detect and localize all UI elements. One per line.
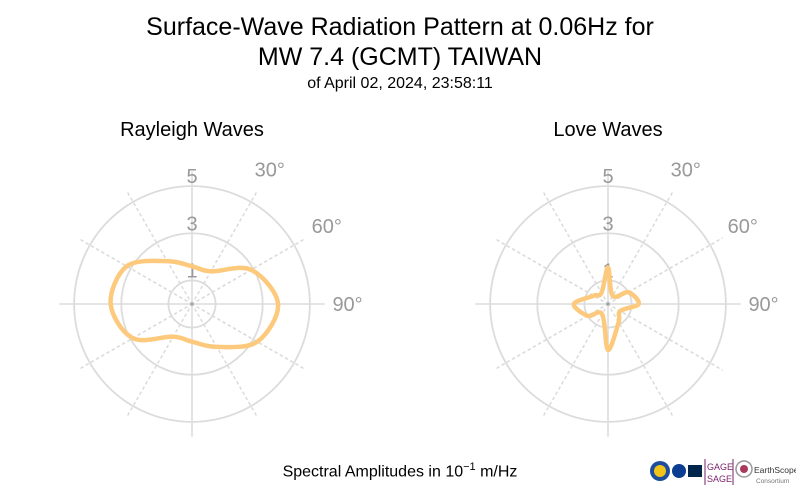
spoke-330-deg bbox=[541, 188, 609, 305]
angle-tick-label-30: 30° bbox=[671, 159, 701, 181]
units-suffix: m/Hz bbox=[475, 463, 518, 481]
center-dot bbox=[606, 302, 610, 306]
ring-1 bbox=[167, 279, 217, 329]
usgs-logo bbox=[688, 465, 702, 477]
radial-tick-label-3: 3 bbox=[602, 213, 613, 235]
consortium-logo-text: Consortium bbox=[756, 478, 789, 485]
spoke-150-deg bbox=[607, 303, 675, 420]
love-pattern-line bbox=[571, 265, 642, 353]
center-dot bbox=[190, 302, 194, 306]
units-prefix: Spectral Amplitudes in bbox=[282, 463, 446, 481]
spoke-120-deg bbox=[607, 303, 724, 371]
spoke-150-deg bbox=[191, 303, 259, 420]
angle-tick-label-60: 60° bbox=[728, 216, 758, 238]
units-exponent: −1 bbox=[463, 461, 476, 473]
ring-3 bbox=[120, 232, 264, 376]
ring-5 bbox=[489, 185, 727, 423]
angle-tick-label-90: 90° bbox=[332, 294, 362, 316]
rayleigh-panel-title: Rayleigh Waves bbox=[120, 119, 264, 141]
sponsor-logos: GAGE SAGE EarthScope Consortium bbox=[650, 459, 796, 485]
nsf-logo bbox=[650, 461, 670, 481]
earthscope-logo bbox=[735, 460, 753, 478]
chart-title-line1: Surface-Wave Radiation Pattern at 0.06Hz… bbox=[146, 13, 654, 41]
spoke-300-deg bbox=[492, 237, 609, 305]
spoke-300-deg bbox=[76, 237, 193, 305]
spoke-210-deg bbox=[125, 303, 193, 420]
sage-logo-text: SAGE bbox=[707, 474, 732, 484]
ring-3 bbox=[536, 232, 680, 376]
radial-tick-label-1: 1 bbox=[186, 260, 197, 282]
nasa-logo bbox=[672, 464, 686, 478]
spoke-60-deg bbox=[607, 237, 724, 305]
spoke-30-deg bbox=[191, 188, 259, 305]
ring-5 bbox=[73, 185, 311, 423]
love-panel-title: Love Waves bbox=[553, 119, 663, 141]
gage-logo-text: GAGE bbox=[707, 462, 733, 472]
spoke-30-deg bbox=[607, 188, 675, 305]
angle-tick-label-30: 30° bbox=[255, 159, 285, 181]
amplitude-units-label: Spectral Amplitudes in 10−1 m/Hz bbox=[0, 456, 800, 483]
rayleigh-pattern-line bbox=[108, 258, 281, 350]
radial-tick-label-5: 5 bbox=[602, 166, 613, 188]
radial-tick-label-3: 3 bbox=[186, 213, 197, 235]
earthscope-logo-text: EarthScope bbox=[754, 465, 796, 475]
angle-tick-label-90: 90° bbox=[748, 294, 778, 316]
spoke-210-deg bbox=[541, 303, 609, 420]
spoke-120-deg bbox=[191, 303, 308, 371]
spoke-330-deg bbox=[125, 188, 193, 305]
angle-tick-label-60: 60° bbox=[312, 216, 342, 238]
radial-tick-label-5: 5 bbox=[186, 166, 197, 188]
chart-subtitle: of April 02, 2024, 23:58:11 bbox=[307, 75, 493, 92]
chart-title-line2: MW 7.4 (GCMT) TAIWAN bbox=[257, 43, 543, 71]
units-base: 10 bbox=[445, 463, 464, 481]
spoke-240-deg bbox=[492, 303, 609, 371]
